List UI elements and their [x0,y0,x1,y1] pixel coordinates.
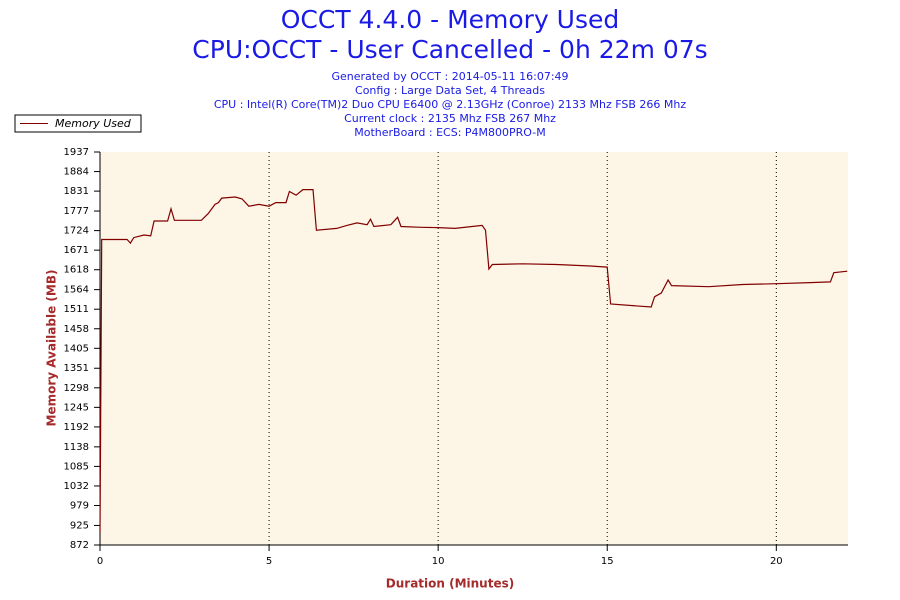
subtitle: CPU : Intel(R) Core(TM)2 Duo CPU E6400 @… [214,98,686,111]
y-tick-label: 872 [70,540,89,551]
y-tick-label: 1298 [64,383,89,394]
y-tick-label: 1777 [64,206,89,217]
x-tick-label: 10 [432,556,445,567]
subtitle: Current clock : 2135 Mhz FSB 267 Mhz [344,112,556,125]
y-tick-label: 1351 [64,363,89,374]
subtitle: Config : Large Data Set, 4 Threads [355,84,545,97]
y-tick-label: 1937 [64,147,89,158]
y-tick-label: 1618 [64,265,89,276]
y-tick-label: 1458 [64,324,89,335]
y-tick-label: 1724 [64,226,89,237]
chart-title: OCCT 4.4.0 - Memory Used [281,5,620,34]
y-tick-label: 1831 [64,186,89,197]
y-tick-label: 1671 [64,245,89,256]
y-tick-label: 925 [70,520,89,531]
y-tick-label: 1245 [64,402,89,413]
x-tick-label: 20 [770,556,783,567]
y-tick-label: 1564 [64,285,89,296]
chart-title: CPU:OCCT - User Cancelled - 0h 22m 07s [192,35,707,64]
subtitle: Generated by OCCT : 2014-05-11 16:07:49 [331,70,568,83]
y-tick-label: 1192 [64,422,89,433]
y-tick-label: 1032 [64,481,89,492]
y-tick-label: 979 [70,501,89,512]
y-tick-label: 1138 [64,442,89,453]
y-axis-label: Memory Available (MB) [45,270,59,427]
x-tick-label: 0 [97,556,103,567]
y-tick-label: 1511 [64,304,89,315]
x-tick-label: 5 [266,556,272,567]
x-axis-label: Duration (Minutes) [386,577,514,591]
subtitle: MotherBoard : ECS: P4M800PRO-M [354,126,545,139]
y-tick-label: 1405 [64,343,89,354]
legend-box [14,114,142,133]
data-line [99,189,848,533]
plot-area [100,152,848,545]
y-tick-label: 1085 [64,461,89,472]
y-tick-label: 1884 [64,167,89,178]
x-tick-label: 15 [601,556,614,567]
legend-label: Memory Used [55,117,132,130]
